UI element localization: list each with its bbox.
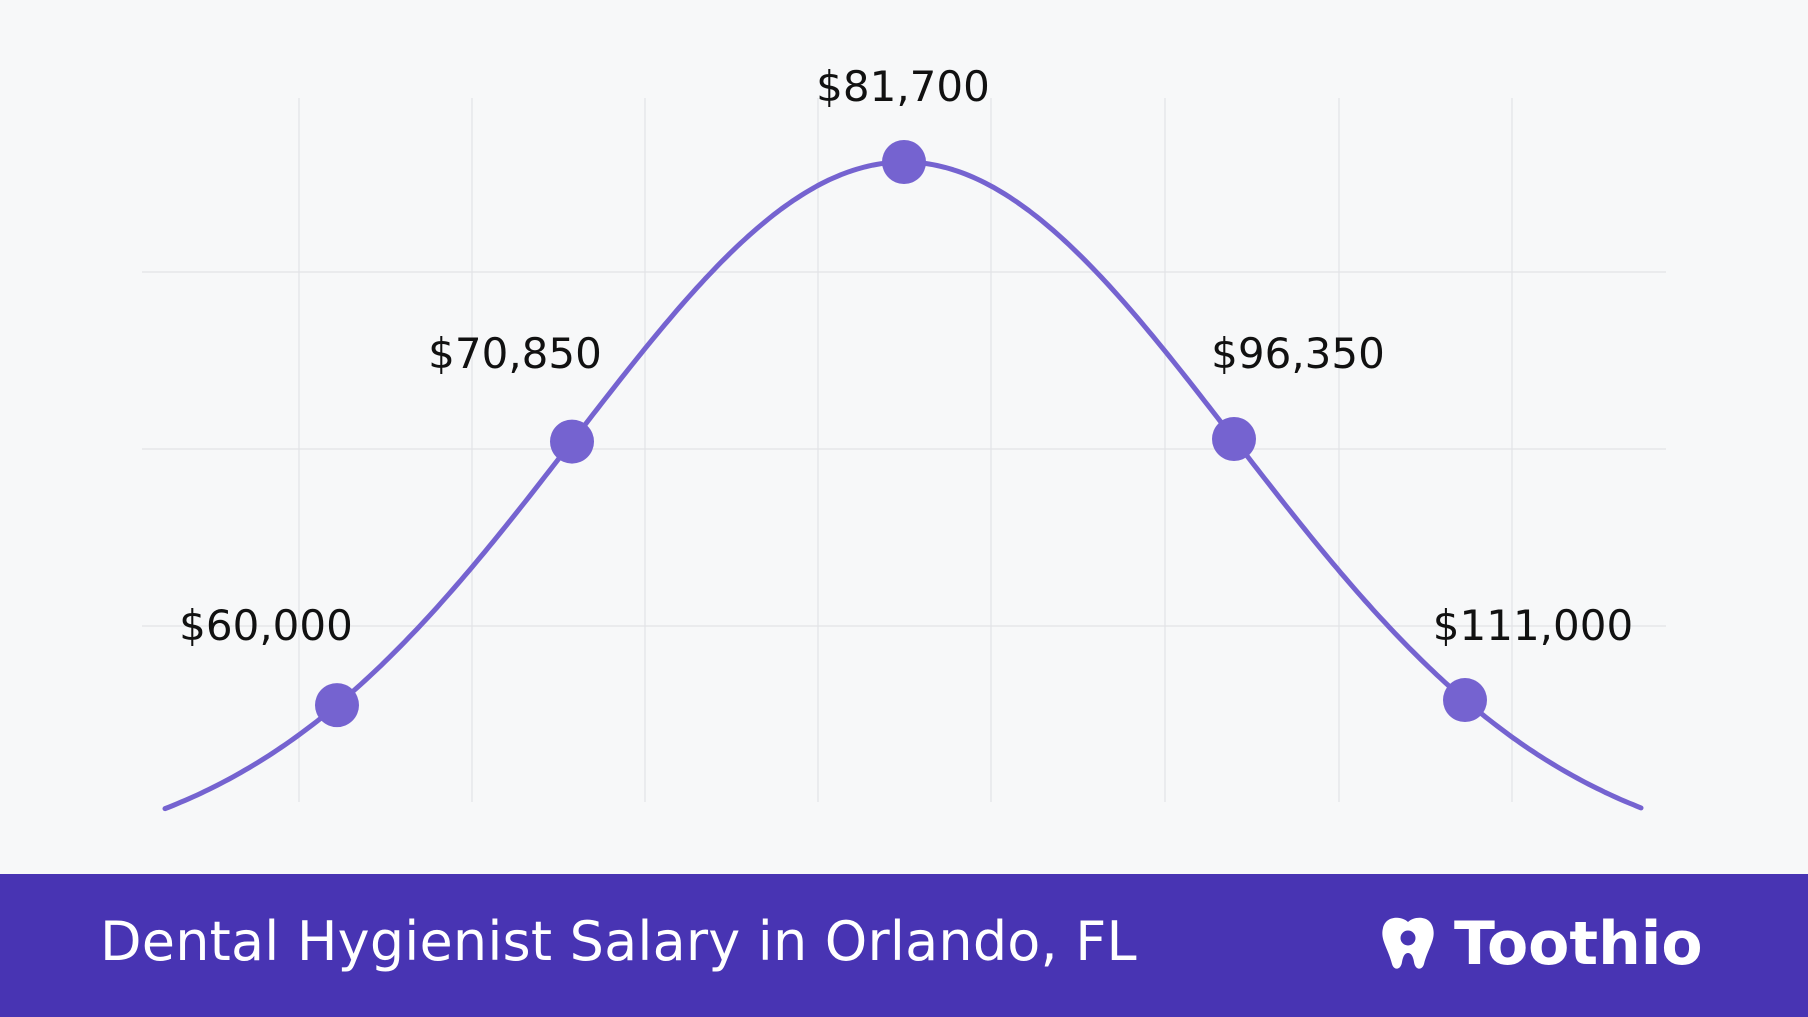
data-point bbox=[1212, 417, 1256, 462]
data-point bbox=[1443, 678, 1487, 723]
salary-distribution-curve bbox=[162, 159, 1644, 812]
brand-name: Toothio bbox=[1454, 909, 1703, 979]
footer-bar: Dental Hygienist Salary in Orlando, FL T… bbox=[0, 874, 1808, 1017]
chart-grid bbox=[142, 98, 1666, 802]
data-labels: $60,000 $70,850 $81,700 $96,350 $111,000 bbox=[179, 62, 1633, 650]
chart-title: Dental Hygienist Salary in Orlando, FL bbox=[100, 910, 1137, 973]
data-label: $111,000 bbox=[1433, 601, 1633, 650]
salary-bell-curve-chart: $60,000 $70,850 $81,700 $96,350 $111,000 bbox=[142, 62, 1666, 812]
data-point bbox=[315, 683, 359, 728]
data-label: $96,350 bbox=[1211, 329, 1385, 378]
data-point bbox=[882, 140, 926, 184]
data-point bbox=[550, 419, 594, 464]
tooth-icon bbox=[1382, 917, 1434, 969]
brand-logo[interactable]: Toothio bbox=[1378, 904, 1703, 984]
data-points bbox=[315, 140, 1487, 728]
data-label: $60,000 bbox=[179, 601, 353, 650]
data-label: $70,850 bbox=[428, 329, 602, 378]
data-label: $81,700 bbox=[816, 62, 990, 111]
